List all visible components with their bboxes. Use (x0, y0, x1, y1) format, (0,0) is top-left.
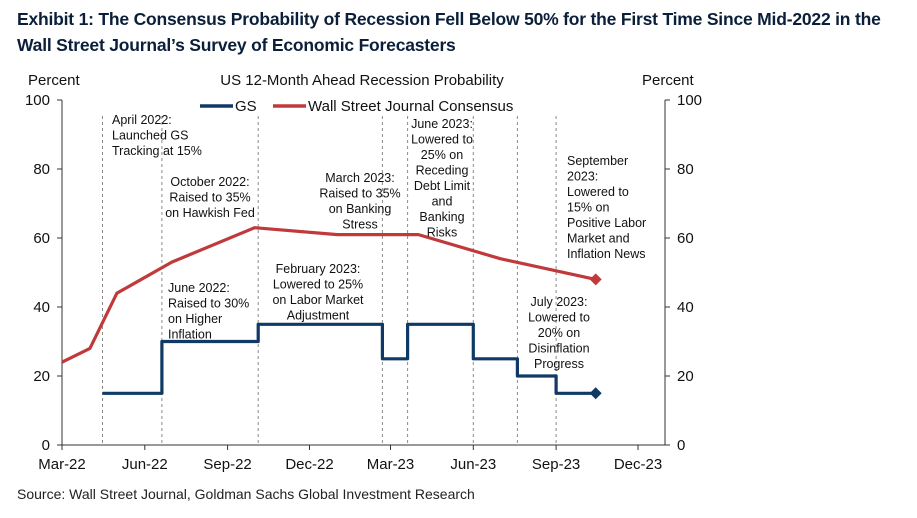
annotation-line: Risks (427, 226, 458, 240)
annotation-oct-2022: October 2022: Raised to 35%on Hawkish Fed (165, 175, 255, 220)
axes-layer: 0 0 20 20 40 40 60 60 80 80 100 100 Mar-22 Jun-22 Sep-… (25, 92, 702, 473)
annotation-line: June 2022: (168, 281, 230, 295)
right-y-tick-label: 60 (677, 230, 694, 247)
left-y-tick-label: 100 (25, 92, 50, 109)
event-lines-layer (102, 116, 557, 445)
annotation-line: April 2022: (112, 113, 172, 127)
annotation-feb-2023: February 2023: Lowered to 25%on Labor Mar… (272, 262, 364, 323)
right-y-tick-label: 20 (677, 368, 694, 385)
exhibit-title: Exhibit 1: The Consensus Probability of … (17, 9, 881, 55)
x-tick-label: Jun-23 (450, 456, 496, 473)
annotation-line: Tracking at 15% (112, 144, 202, 158)
legend-label: GS (235, 98, 257, 115)
right-y-tick-label: 0 (677, 437, 685, 454)
x-tick-label: Mar-23 (367, 456, 415, 473)
right-axis-label: Percent (642, 72, 695, 89)
series-end-marker (589, 387, 602, 400)
annotation-line: Lowered to 25% (273, 278, 363, 292)
annotation-line: Inflation News (567, 247, 646, 261)
left-y-tick-label: 40 (33, 299, 50, 316)
annotation-line: Receding (416, 164, 469, 178)
annotation-line: Banking (419, 210, 464, 224)
annotation-line: Raised to 35% (319, 187, 400, 201)
annotation-line: on Banking (329, 202, 392, 216)
left-y-tick-label: 60 (33, 230, 50, 247)
annotation-line: Stress (342, 218, 377, 232)
annotation-line: March 2023: (325, 171, 394, 185)
x-tick-label: Sep-22 (203, 456, 251, 473)
annotation-line: 25% on (421, 148, 463, 162)
legend: GS Wall Street Journal Consensus (200, 98, 513, 115)
annotation-line: 15% on (567, 201, 609, 215)
x-tick-label: Jun-22 (122, 456, 168, 473)
x-tick-label: Mar-22 (38, 456, 86, 473)
right-y-tick-label: 80 (677, 161, 694, 178)
series-layer (61, 226, 602, 400)
annotation-line: Lowered to (567, 185, 629, 199)
annotation-line: and (432, 195, 453, 209)
annotation-line: Launched GS (112, 129, 188, 143)
left-y-tick-label: 80 (33, 161, 50, 178)
x-tick-label: Dec-23 (614, 456, 662, 473)
x-tick-label: Dec-22 (285, 456, 333, 473)
annotation-line: Lowered to (411, 133, 473, 147)
annotation-line: Positive Labor (567, 216, 646, 230)
annotation-line: Inflation (168, 328, 212, 342)
annotation-line: Lowered to (528, 311, 590, 325)
annotation-line: 2023: (567, 170, 598, 184)
right-y-tick-label: 40 (677, 299, 694, 316)
chart-title: US 12-Month Ahead Recession Probability (220, 72, 504, 89)
annotation-line: October 2022: (170, 175, 249, 189)
x-tick-label: Sep-23 (532, 456, 580, 473)
annotation-jun-2022: June 2022: Raised to 30%on Higher Inflatio… (168, 281, 249, 342)
left-y-tick-label: 0 (42, 437, 50, 454)
right-y-tick-label: 100 (677, 92, 702, 109)
annotation-line: Disinflation (528, 342, 589, 356)
annotation-line: Adjustment (287, 309, 350, 323)
annotation-mar-2023: March 2023: Raised to 35%on Banking Stress (319, 171, 400, 232)
annotation-line: 20% on (538, 326, 580, 340)
left-y-tick-label: 20 (33, 368, 50, 385)
annotation-line: on Labor Market (272, 293, 364, 307)
annotation-line: Raised to 35% (169, 191, 250, 205)
annotation-line: on Higher (168, 312, 222, 326)
left-axis-label: Percent (28, 72, 81, 89)
annotation-line: June 2023: (411, 117, 473, 131)
annotation-line: Market and (567, 232, 630, 246)
annotation-line: February 2023: (276, 262, 361, 276)
series-line-wsj-consensus (61, 226, 597, 364)
source-note: Source: Wall Street Journal, Goldman Sac… (17, 486, 475, 502)
annotation-line: Progress (534, 357, 584, 371)
annotation-line: Raised to 30% (168, 297, 249, 311)
annotation-line: September (567, 154, 628, 168)
annotation-line: on Hawkish Fed (165, 206, 255, 220)
annotation-line: Debt Limit (414, 179, 471, 193)
series-end-marker (589, 273, 602, 286)
series-line-gs (102, 322, 596, 395)
legend-label: Wall Street Journal Consensus (308, 98, 513, 115)
annotation-line: July 2023: (531, 295, 588, 309)
